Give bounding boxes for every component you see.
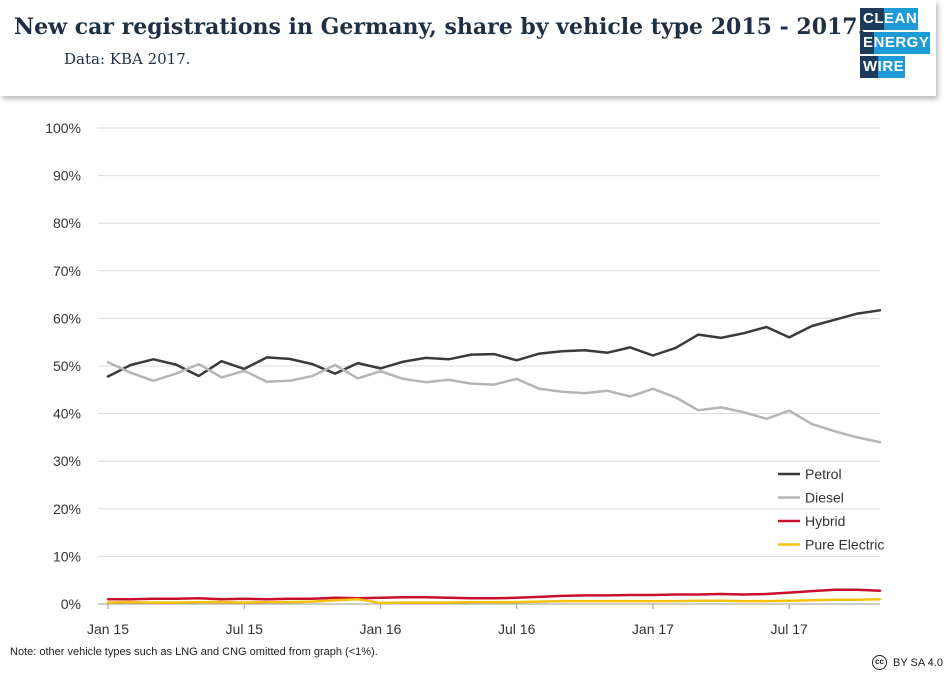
logo-text-1b: EAN (884, 8, 919, 30)
header-panel: New car registrations in Germany, share … (0, 0, 936, 96)
chart-grid (98, 127, 880, 605)
y-tick-label-10: 10% (53, 548, 81, 564)
footnote: Note: other vehicle types such as LNG an… (10, 646, 378, 658)
y-tick-label-60: 60% (53, 310, 81, 326)
y-tick-label-70: 70% (53, 263, 81, 279)
y-tick-label-0: 0% (61, 596, 81, 612)
y-tick-label-20: 20% (53, 501, 81, 517)
cc-icon: cc (872, 655, 887, 670)
chart-title: New car registrations in Germany, share … (14, 14, 866, 40)
series-line-hybrid (106, 588, 882, 601)
y-axis-ticks: 0% 10% 20% 30% 40% 50% 60% 70% 80% 90% 100% (45, 120, 81, 612)
x-tick-label-5: Jul 17 (770, 621, 808, 637)
x-tick-label-1: Jul 15 (226, 621, 264, 637)
chart-legend: Petrol Diesel Hybrid Pure Electric (778, 466, 884, 553)
y-tick-label-100: 100% (45, 120, 81, 136)
legend-label-diesel: Diesel (805, 490, 844, 506)
logo-text-2a: E (860, 32, 874, 54)
y-tick-label-50: 50% (53, 358, 81, 374)
logo-text-3b: IRE (877, 56, 906, 78)
y-tick-label-30: 30% (53, 453, 81, 469)
logo-text-2b: NERGY (873, 32, 931, 54)
clean-energy-wire-logo: CL EAN E NERGY W IRE (860, 8, 932, 80)
license-badge: cc BY SA 4.0 (872, 655, 943, 670)
series-line-petrol (106, 309, 882, 378)
logo-text-1a: CL (860, 8, 884, 30)
series-line-pure-electric (106, 597, 882, 605)
logo-text-3a: W (860, 56, 878, 78)
x-tick-label-0: Jan 15 (87, 621, 129, 637)
license-text: BY SA 4.0 (893, 656, 943, 669)
legend-label-hybrid: Hybrid (805, 513, 845, 529)
legend-label-pure-electric: Pure Electric (805, 537, 884, 553)
chart-series-lines (106, 309, 882, 605)
x-axis-ticks: Jan 15 Jul 15 Jan 16 Jul 16 Jan 17 Jul 17 (87, 604, 808, 637)
y-tick-label-80: 80% (53, 215, 81, 231)
legend-label-petrol: Petrol (805, 466, 842, 482)
chart-subtitle: Data: KBA 2017. (64, 50, 191, 68)
x-tick-label-2: Jan 16 (359, 621, 401, 637)
x-tick-label-3: Jul 16 (498, 621, 536, 637)
series-line-diesel (106, 360, 882, 444)
y-tick-label-90: 90% (53, 168, 81, 184)
x-tick-label-4: Jan 17 (632, 621, 674, 637)
y-tick-label-40: 40% (53, 406, 81, 422)
